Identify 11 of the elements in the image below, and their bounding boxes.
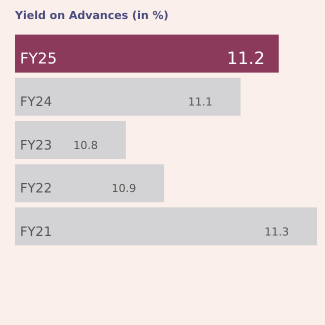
y-tick-label: FY23 (20, 138, 52, 154)
data-label: 11.3 (264, 225, 289, 238)
y-tick-label: FY21 (20, 224, 52, 240)
data-label: 10.9 (112, 182, 136, 196)
data-label: 11.2 (226, 49, 265, 70)
chart-title: Yield on Advances (in %) (15, 9, 169, 22)
data-label: 10.8 (73, 138, 98, 152)
y-tick-label: FY24 (20, 95, 52, 110)
y-tick-label: FY22 (20, 182, 52, 197)
data-label: 11.1 (188, 96, 213, 109)
y-tick-label: FY25 (20, 49, 57, 68)
